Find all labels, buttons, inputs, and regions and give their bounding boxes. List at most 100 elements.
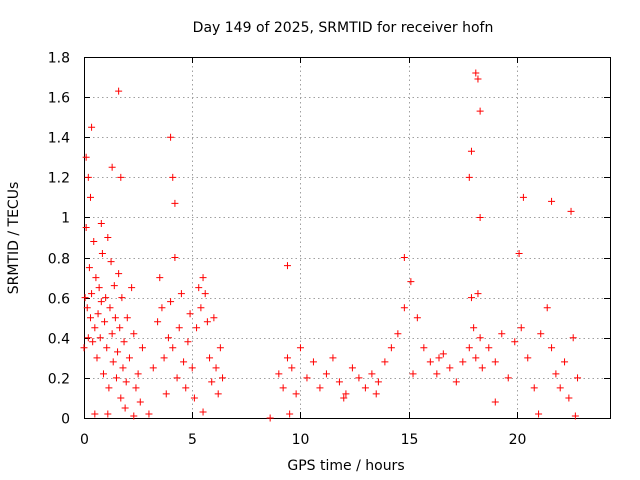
- data-point: [372, 390, 380, 398]
- y-tick-label: 0.4: [48, 332, 70, 348]
- data-point: [156, 274, 164, 282]
- data-point: [94, 310, 102, 318]
- data-point: [543, 304, 551, 312]
- data-point: [162, 390, 170, 398]
- data-point: [167, 133, 175, 141]
- data-point: [340, 394, 348, 402]
- data-point: [556, 384, 564, 392]
- x-tick-label: 5: [188, 432, 197, 448]
- data-point: [190, 394, 198, 402]
- data-point: [214, 390, 222, 398]
- y-tick-label: 0: [61, 412, 70, 428]
- data-point: [199, 408, 207, 416]
- data-point: [99, 370, 107, 378]
- data-point: [104, 234, 112, 241]
- data-point: [275, 370, 283, 378]
- y-tick-label: 1.2: [48, 171, 70, 187]
- data-point: [128, 284, 136, 292]
- x-gridlines: [192, 57, 518, 418]
- data-point: [474, 75, 482, 83]
- data-point: [82, 223, 90, 231]
- data-point: [80, 344, 88, 352]
- data-point: [472, 354, 480, 362]
- data-point: [435, 354, 443, 362]
- data-point: [169, 173, 177, 181]
- data-point: [110, 282, 118, 290]
- data-point: [335, 378, 343, 386]
- data-point: [82, 153, 90, 161]
- data-point: [167, 298, 175, 306]
- data-point: [420, 344, 428, 352]
- x-tick-label: 15: [401, 432, 419, 448]
- data-point: [446, 364, 454, 372]
- data-point: [107, 258, 115, 266]
- data-point: [158, 304, 166, 312]
- y-tick-label: 0.2: [48, 372, 70, 388]
- data-point: [171, 199, 179, 207]
- data-point: [112, 374, 120, 382]
- data-point: [149, 364, 157, 372]
- data-point: [288, 364, 296, 372]
- data-point: [309, 358, 317, 366]
- data-point: [86, 193, 94, 201]
- y-tick-label: 0.6: [48, 292, 70, 308]
- data-point: [197, 304, 205, 312]
- data-point: [208, 378, 216, 386]
- data-point: [286, 410, 294, 418]
- data-point: [574, 374, 582, 382]
- data-point: [132, 384, 140, 392]
- data-point: [409, 370, 417, 378]
- data-point: [476, 107, 484, 115]
- data-point: [400, 304, 408, 312]
- y-gridlines: [84, 97, 610, 379]
- plot-frame: [84, 57, 611, 419]
- data-point: [90, 238, 98, 246]
- data-point: [426, 358, 434, 366]
- data-point: [195, 284, 203, 292]
- data-point: [413, 314, 421, 322]
- data-point: [210, 314, 218, 322]
- data-point: [123, 314, 131, 322]
- data-point: [103, 344, 111, 352]
- data-point: [292, 390, 300, 398]
- data-point: [91, 410, 99, 418]
- data-point: [303, 374, 311, 382]
- data-point: [348, 364, 356, 372]
- data-point: [465, 173, 473, 181]
- data-point: [511, 338, 519, 346]
- data-point: [95, 284, 103, 292]
- data-point: [368, 370, 376, 378]
- x-tick-label: 10: [292, 432, 310, 448]
- y-tick-label: 1: [61, 211, 70, 227]
- data-point: [184, 338, 192, 346]
- data-point: [182, 384, 190, 392]
- x-axis-label: GPS time / hours: [287, 458, 404, 474]
- data-point: [138, 344, 146, 352]
- data-point: [452, 378, 460, 386]
- data-point: [329, 354, 337, 362]
- data-point: [467, 294, 475, 302]
- data-point: [394, 330, 402, 338]
- data-point: [119, 364, 127, 372]
- data-point: [171, 254, 179, 262]
- data-point: [93, 354, 101, 362]
- data-point: [219, 374, 227, 382]
- data-point: [136, 398, 144, 406]
- data-point: [125, 354, 133, 362]
- data-point: [548, 197, 556, 205]
- data-point: [407, 278, 415, 286]
- data-point: [96, 334, 104, 342]
- data-point: [206, 354, 214, 362]
- data-point: [118, 294, 126, 302]
- y-tick-label: 1.4: [48, 131, 70, 147]
- data-point: [433, 370, 441, 378]
- data-point: [296, 344, 304, 352]
- data-point: [188, 364, 196, 372]
- data-point: [571, 412, 579, 420]
- y-tick-label: 1.6: [48, 91, 70, 107]
- data-point: [130, 330, 138, 338]
- data-point: [106, 304, 114, 312]
- data-point: [88, 290, 96, 298]
- data-point: [199, 274, 207, 282]
